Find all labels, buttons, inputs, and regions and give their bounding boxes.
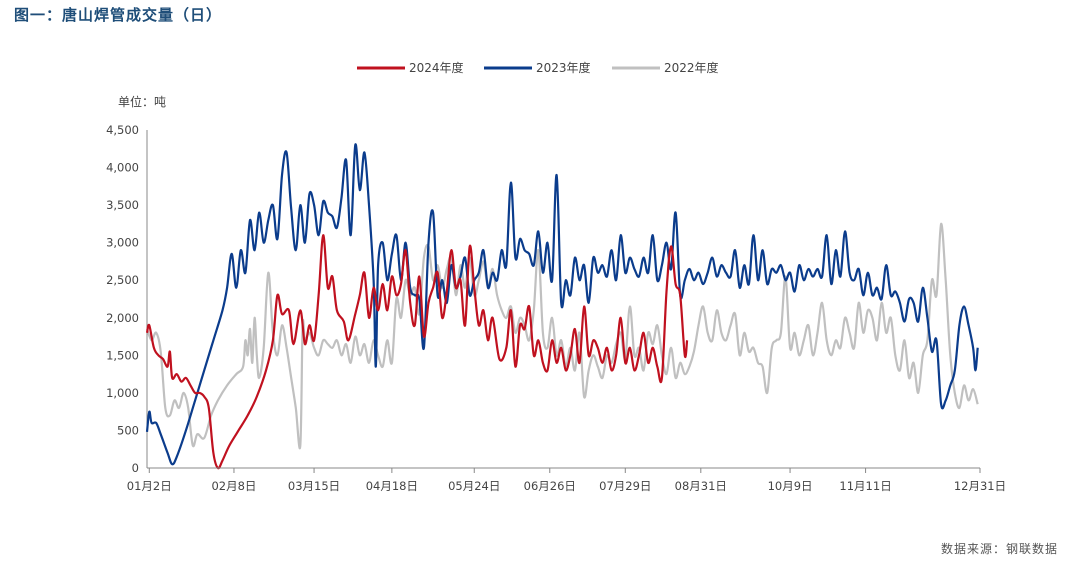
y-tick-label: 4,500 xyxy=(106,123,139,137)
y-tick-label: 1,000 xyxy=(106,386,139,400)
data-source: 数据来源：钢联数据 xyxy=(940,542,1058,556)
legend-item-0[interactable]: 2024年度 xyxy=(357,60,464,75)
y-tick-label: 2,500 xyxy=(106,273,139,287)
legend-item-2[interactable]: 2022年度 xyxy=(612,60,719,75)
x-tick-label: 04月18日 xyxy=(366,479,418,493)
series-group xyxy=(145,143,979,470)
series-line-0 xyxy=(145,234,689,470)
y-tick-label: 2,000 xyxy=(106,311,139,325)
x-tick-label: 01月2日 xyxy=(127,479,172,493)
legend: 2024年度 2023年度 2022年度 xyxy=(357,60,719,75)
x-tick-label: 05月24日 xyxy=(448,479,500,493)
legend-label: 2022年度 xyxy=(664,60,719,75)
x-tick-label: 11月11日 xyxy=(839,479,891,493)
chart-title: 图一：唐山焊管成交量（日） xyxy=(14,6,223,24)
y-tick-label: 0 xyxy=(132,461,139,475)
x-tick-label: 07月29日 xyxy=(599,479,651,493)
y-tick-label: 3,000 xyxy=(106,236,139,250)
y-axis: 0 500 1,000 1,500 2,000 2,500 3,000 3,500 4,000 4… xyxy=(106,123,148,475)
y-tick-label: 1,500 xyxy=(106,348,139,362)
x-axis: 01月2日 02月8日 03月15日 04月18日 05月24日 06月26日 07月29日… xyxy=(127,467,1006,493)
y-tick-label: 500 xyxy=(117,423,139,437)
legend-item-1[interactable]: 2023年度 xyxy=(484,60,591,75)
x-tick-label: 12月31日 xyxy=(954,479,1006,493)
x-tick-label: 03月15日 xyxy=(288,479,340,493)
series-line-1 xyxy=(145,143,979,466)
series-line-2 xyxy=(145,222,979,450)
y-tick-label: 4,000 xyxy=(106,161,139,175)
y-tick-label: 3,500 xyxy=(106,198,139,212)
legend-label: 2024年度 xyxy=(409,60,464,75)
legend-label: 2023年度 xyxy=(536,60,591,75)
x-tick-label: 06月26日 xyxy=(524,479,576,493)
x-tick-label: 08月31日 xyxy=(675,479,727,493)
y-unit-label: 单位：吨 xyxy=(118,94,166,109)
x-tick-label: 10月9日 xyxy=(768,479,813,493)
x-tick-label: 02月8日 xyxy=(211,479,256,493)
